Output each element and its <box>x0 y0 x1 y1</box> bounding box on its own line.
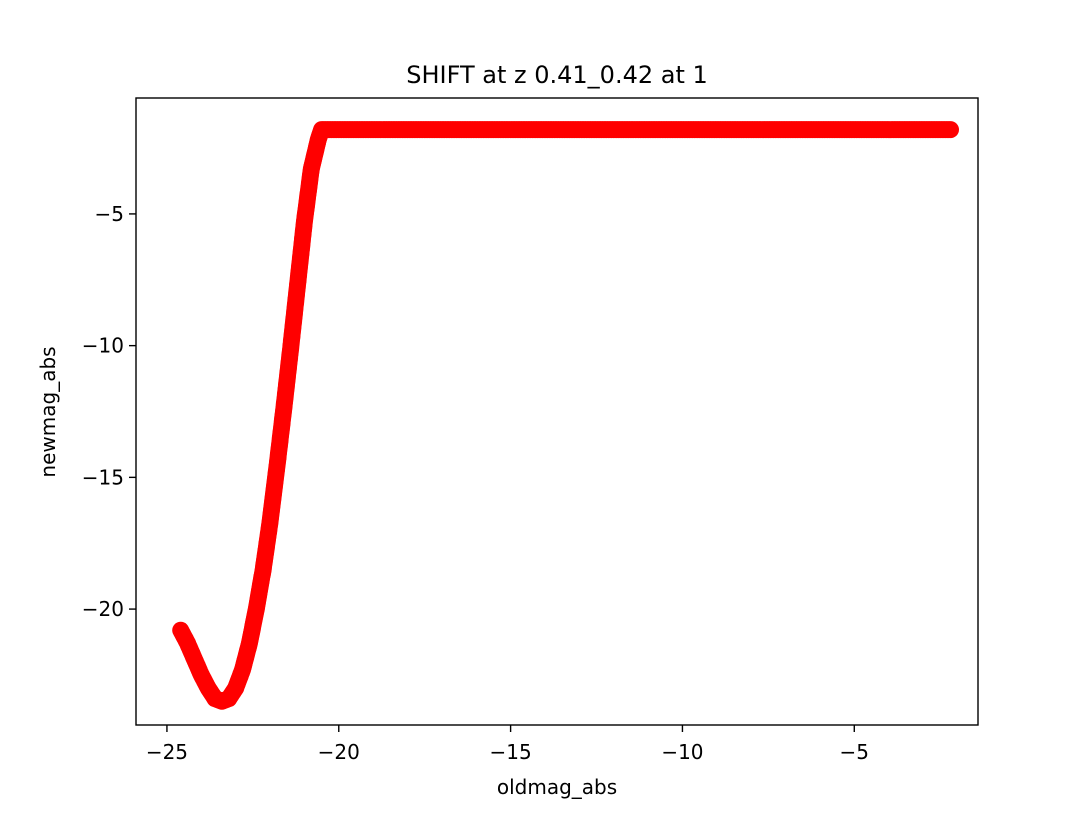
y-tick-label: −15 <box>82 465 124 489</box>
x-tick-label: −20 <box>318 740 360 764</box>
y-tick-label: −5 <box>95 202 124 226</box>
x-tick-label: −5 <box>840 740 869 764</box>
y-tick-label: −20 <box>82 597 124 621</box>
data-point <box>942 121 959 139</box>
y-axis-label: newmag_abs <box>36 346 60 477</box>
x-tick-label: −10 <box>661 740 703 764</box>
x-tick-label: −25 <box>146 740 188 764</box>
plot-layer <box>172 121 959 710</box>
x-axis-label: oldmag_abs <box>497 775 617 799</box>
chart-title: SHIFT at z 0.41_0.42 at 1 <box>406 61 708 89</box>
x-tick-label: −15 <box>489 740 531 764</box>
x-axis-ticks: −25 −20 −15 −10 −5 <box>146 725 869 764</box>
y-tick-label: −10 <box>82 334 124 358</box>
y-axis-ticks: −5 −10 −15 −20 <box>82 202 136 621</box>
plot-frame <box>135 97 979 726</box>
